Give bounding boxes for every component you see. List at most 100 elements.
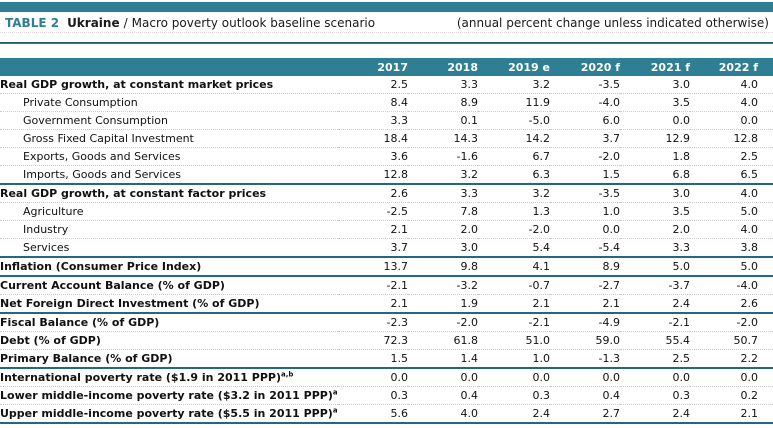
cell-value: -3.2 — [408, 275, 478, 295]
row-label: Private Consumption — [0, 93, 338, 112]
header-year-2019e: 2019 e — [478, 58, 550, 76]
country-name: Ukraine — [67, 16, 120, 30]
cell-value: 13.7 — [338, 256, 408, 276]
cell-value: 0.0 — [620, 111, 690, 130]
cell-value: -2.3 — [338, 312, 408, 332]
cell-value: 6.0 — [550, 111, 620, 130]
cell-value: 12.9 — [620, 129, 690, 148]
cell-value: 3.3 — [460, 78, 479, 91]
cell-value: 2.1 — [550, 294, 620, 313]
cell-value: 3.2 — [532, 78, 551, 91]
cell-value: 8.9 — [408, 93, 478, 112]
row-label: Inflation (Consumer Price Index) — [0, 256, 338, 276]
cell-value: -4.0 — [690, 275, 773, 295]
units-note: (annual percent change unless indicated … — [456, 16, 769, 30]
row-label: Fiscal Balance (% of GDP) — [0, 312, 338, 332]
cell-value: 3.0 — [672, 78, 691, 91]
table-subtitle: Macro poverty outlook baseline scenario — [131, 16, 376, 30]
row-label: Imports, Goods and Services — [0, 165, 338, 184]
cell-value: 5.0 — [620, 256, 690, 276]
cell-value: 2.1 — [338, 220, 408, 239]
cell-value: -2.1 — [620, 312, 690, 332]
title-teal-rule — [0, 42, 773, 44]
cell-value: 4.0 — [740, 78, 759, 91]
cell-value: 0.0 — [550, 220, 620, 239]
cell-value: 2.4 — [478, 404, 550, 423]
cell-value: -2.7 — [550, 275, 620, 295]
cell-value: -3.5 — [598, 78, 620, 91]
row-label: Exports, Goods and Services — [0, 147, 338, 166]
cell-value: 12.8 — [690, 129, 773, 148]
cell-value: 12.8 — [338, 165, 408, 184]
cell-value: 3.2 — [478, 183, 550, 203]
cell-value: 2.0 — [408, 220, 478, 239]
cell-value: 3.3 — [620, 238, 690, 257]
cell-value: 4.1 — [478, 256, 550, 276]
table-title: TABLE 2 Ukraine / Macro poverty outlook bas… — [5, 16, 375, 31]
cell-value: 4.0 — [408, 404, 478, 423]
cell-value: 1.4 — [408, 349, 478, 368]
cell-value: 1.5 — [338, 349, 408, 368]
cell-value: 61.8 — [408, 331, 478, 350]
cell-value: 2.6 — [338, 183, 408, 203]
table-header-row: 2017 2018 2019 e 2020 f 2021 f 2022 f — [0, 58, 773, 76]
row-label: Government Consumption — [0, 111, 338, 130]
row-label: International poverty rate ($1.9 in 2011… — [0, 367, 338, 387]
cell-value: 3.3 — [408, 183, 478, 203]
table-row: Debt (% of GDP) 72.3 61.8 51.0 59.0 55.4 50.7 — [0, 331, 773, 350]
header-year-2022f: 2022 f — [690, 58, 773, 76]
cell-value: 14.2 — [478, 129, 550, 148]
cell-value: 8.9 — [550, 256, 620, 276]
table-row: Government Consumption 3.3 0.1 -5.0 6.0 0.0 0.… — [0, 111, 773, 130]
row-label: Real GDP growth, at constant factor pric… — [0, 183, 338, 203]
table-title-row: TABLE 2 Ukraine / Macro poverty outlook bas… — [0, 16, 773, 31]
row-label: Services — [0, 238, 338, 257]
header-year-2017: 2017 — [338, 58, 408, 76]
row-label: Industry — [0, 220, 338, 239]
cell-value: 0.0 — [408, 367, 478, 387]
cell-value: -5.0 — [478, 111, 550, 130]
table-row: Lower middle-income poverty rate ($3.2 i… — [0, 386, 773, 405]
cell-value: -2.1 — [478, 312, 550, 332]
table-row: Fiscal Balance (% of GDP) -2.3 -2.0 -2.1 -4.… — [0, 312, 773, 332]
footnote-marker: a,b — [281, 370, 294, 379]
cell-value: 0.4 — [550, 386, 620, 405]
cell-value: 0.0 — [690, 111, 773, 130]
row-label: Gross Fixed Capital Investment — [0, 129, 338, 148]
cell-value: 2.4 — [620, 404, 690, 423]
cell-value: -2.0 — [408, 312, 478, 332]
cell-value: 2.7 — [550, 404, 620, 423]
cell-value: 9.8 — [408, 256, 478, 276]
cell-value: 3.0 — [620, 183, 690, 203]
cell-value: 4.0 — [690, 93, 773, 112]
cell-value: 18.4 — [338, 129, 408, 148]
top-accent-bar — [0, 2, 773, 12]
cell-value: -3.7 — [620, 275, 690, 295]
cell-value: -2.5 — [338, 202, 408, 221]
row-label: Upper middle-income poverty rate ($5.5 i… — [0, 404, 338, 423]
header-empty-cell — [0, 58, 338, 76]
cell-value: 0.4 — [408, 386, 478, 405]
cell-value: 50.7 — [690, 331, 773, 350]
cell-value: 1.8 — [620, 147, 690, 166]
row-label: Agriculture — [0, 202, 338, 221]
table-row: Industry 2.1 2.0 -2.0 0.0 2.0 4.0 — [0, 220, 773, 239]
cell-value: 3.8 — [690, 238, 773, 257]
cell-value: 55.4 — [620, 331, 690, 350]
cell-value: 1.0 — [478, 349, 550, 368]
table-row: Inflation (Consumer Price Index) 13.7 9.8 4… — [0, 256, 773, 276]
row-label: Real GDP growth, at constant market pric… — [0, 78, 274, 91]
cell-value: 3.7 — [338, 238, 408, 257]
cell-value: 6.7 — [478, 147, 550, 166]
cell-value: 0.3 — [338, 386, 408, 405]
cell-value: 51.0 — [478, 331, 550, 350]
header-year-2018: 2018 — [408, 58, 478, 76]
cell-value: -1.6 — [408, 147, 478, 166]
cell-value: 4.0 — [690, 183, 773, 203]
table-number-label: TABLE 2 — [5, 16, 60, 30]
cell-value: -0.7 — [478, 275, 550, 295]
table-body: Real GDP growth, at constant market pric… — [0, 76, 773, 423]
cell-value: -2.0 — [478, 220, 550, 239]
cell-value: 0.2 — [690, 386, 773, 405]
